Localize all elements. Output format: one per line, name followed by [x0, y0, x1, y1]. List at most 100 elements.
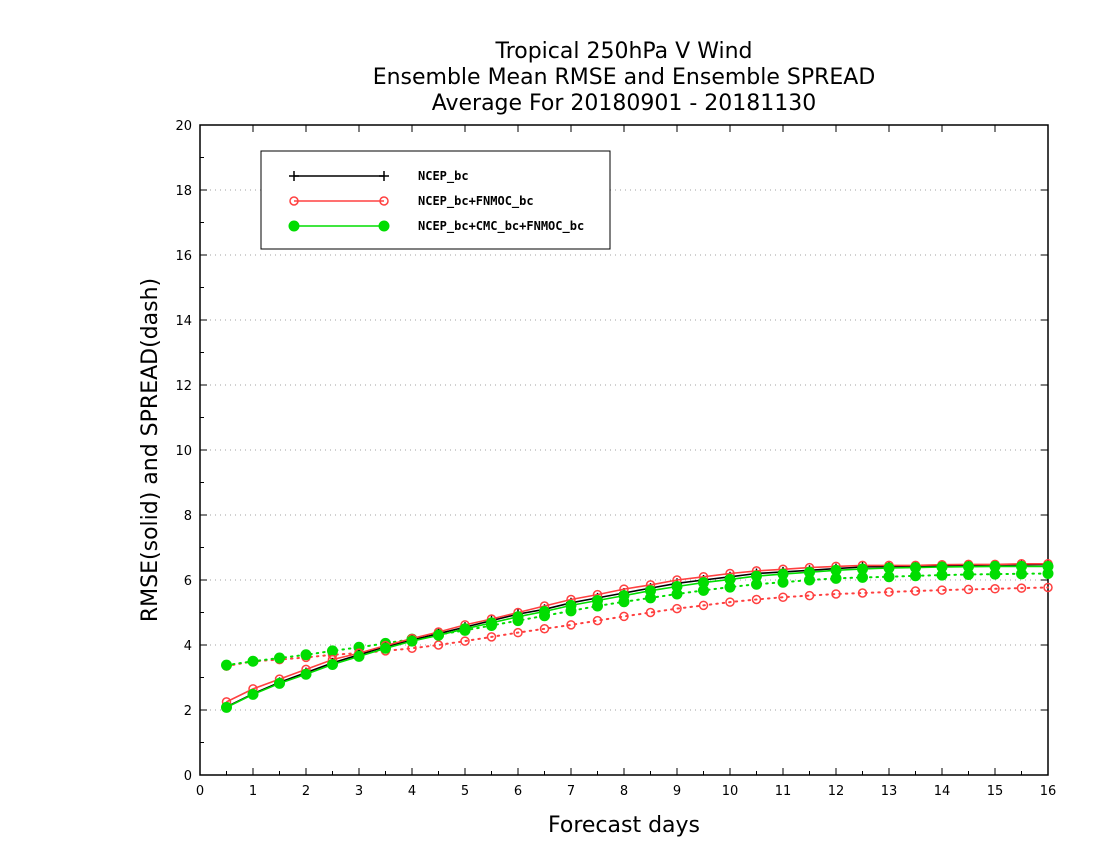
series-4-point-3: [300, 649, 312, 661]
series-3-point-16: [645, 607, 656, 618]
series-2-point-17: [671, 581, 683, 592]
x-tick-label-6: 6: [514, 784, 522, 799]
series-2-point-24: [857, 563, 868, 575]
legend-marker-end-0: [379, 171, 389, 181]
series-2-point-0: [221, 701, 232, 713]
series-3-point-13: [566, 620, 576, 630]
x-tick-label-1: 1: [249, 784, 257, 799]
series-4-point-1: [247, 655, 259, 667]
series-3-point-30: [1016, 583, 1027, 593]
series-2-point-13: [565, 599, 577, 611]
series-3-point-24: [857, 588, 868, 598]
series-4-point-4: [327, 645, 338, 657]
series-3-point-9: [460, 636, 470, 646]
y-tick-label-12: 12: [175, 379, 192, 394]
series-2-point-27: [936, 561, 948, 573]
series-4-point-0: [221, 659, 232, 671]
x-tick-label-16: 16: [1040, 784, 1057, 799]
x-tick-label-9: 9: [673, 784, 681, 799]
y-tick-label-20: 20: [175, 119, 192, 134]
x-tick-label-3: 3: [355, 784, 363, 799]
legend-label-2: NCEP_bc+CMC_bc+FNMOC_bc: [418, 219, 584, 234]
series-2-point-22: [804, 566, 815, 578]
series-4-point-2: [274, 652, 285, 664]
series-2-point-21: [777, 568, 789, 580]
series-2-point-4: [327, 659, 338, 670]
series-2-point-20: [751, 570, 762, 582]
series-3-point-10: [486, 632, 497, 642]
x-tick-label-11: 11: [775, 784, 792, 799]
series-line-1: [226, 563, 1048, 703]
series-3-point-29: [990, 584, 1000, 594]
series-2-point-14: [592, 594, 603, 606]
x-tick-label-2: 2: [302, 784, 310, 799]
series-3-point-27: [937, 585, 947, 595]
y-tick-label-16: 16: [175, 249, 192, 264]
series-2-point-23: [830, 564, 842, 576]
legend-marker-end-1: [379, 196, 389, 206]
series-2-point-7: [406, 635, 418, 647]
series-3-point-22: [804, 590, 815, 601]
y-axis-label: RMSE(solid) and SPREAD(dash): [138, 278, 163, 622]
legend-marker-start-2: [288, 220, 300, 232]
series-3-point-26: [910, 586, 921, 596]
series-line-0: [226, 563, 1049, 708]
series-2-point-8: [433, 629, 444, 641]
series-2-point-26: [910, 562, 921, 574]
series-2-point-1: [247, 688, 259, 700]
series-2-point-28: [963, 561, 974, 573]
series-3-point-23: [831, 589, 841, 599]
y-tick-label-2: 2: [184, 704, 192, 719]
x-tick-label-7: 7: [567, 784, 575, 799]
series-3-point-21: [778, 592, 788, 602]
legend-label-0: NCEP_bc: [418, 169, 469, 184]
series-2-point-29: [989, 560, 1001, 572]
series-3-point-28: [963, 584, 974, 595]
y-tick-label-6: 6: [184, 574, 192, 589]
legend-label-1: NCEP_bc+FNMOC_bc: [418, 194, 534, 209]
legend-marker-end-2: [378, 220, 390, 232]
series-2-point-10: [486, 617, 497, 629]
x-axis-label: Forecast days: [548, 813, 700, 838]
chart-title-line-0: Tropical 250hPa V Wind: [494, 39, 752, 64]
series-2-point-9: [459, 623, 471, 635]
legend-marker-start-0: [289, 171, 299, 181]
y-tick-label-0: 0: [184, 769, 192, 784]
series-3-point-12: [539, 624, 550, 634]
x-tick-label-8: 8: [620, 784, 628, 799]
y-tick-label-14: 14: [175, 314, 192, 329]
y-tick-label-8: 8: [184, 509, 192, 524]
series-2-point-11: [512, 611, 524, 623]
series-2-point-3: [300, 668, 312, 680]
series-2-point-16: [645, 585, 656, 597]
series-3-point-15: [619, 611, 629, 622]
legend-box: [260, 150, 611, 250]
series-2-point-6: [380, 642, 391, 654]
series-2-point-15: [618, 590, 630, 602]
y-tick-label-4: 4: [184, 639, 192, 654]
x-tick-label-0: 0: [196, 784, 204, 799]
series-3-point-19: [725, 597, 735, 607]
x-tick-label-14: 14: [934, 784, 951, 799]
series-3-point-25: [884, 587, 894, 597]
series-3-point-11: [513, 627, 523, 638]
x-tick-label-13: 13: [881, 784, 898, 799]
legend-marker-start-1: [289, 196, 299, 206]
chart-title-line-2: Average For 20180901 - 20181130: [432, 91, 817, 116]
series-3-point-18: [698, 600, 709, 611]
x-tick-label-5: 5: [461, 784, 469, 799]
series-2-point-25: [883, 562, 895, 574]
series-3-point-14: [592, 615, 603, 626]
y-tick-label-10: 10: [175, 444, 192, 459]
series-2-point-31: [1042, 560, 1054, 572]
series-2-point-2: [274, 677, 285, 689]
series-2-point-5: [353, 650, 365, 662]
x-tick-label-12: 12: [828, 784, 845, 799]
x-tick-label-15: 15: [987, 784, 1004, 799]
series-3-point-20: [751, 594, 762, 605]
series-2-point-30: [1016, 560, 1027, 572]
series-2-point-19: [724, 573, 736, 585]
series-2-point-18: [698, 577, 709, 589]
series-2-point-12: [539, 606, 550, 618]
